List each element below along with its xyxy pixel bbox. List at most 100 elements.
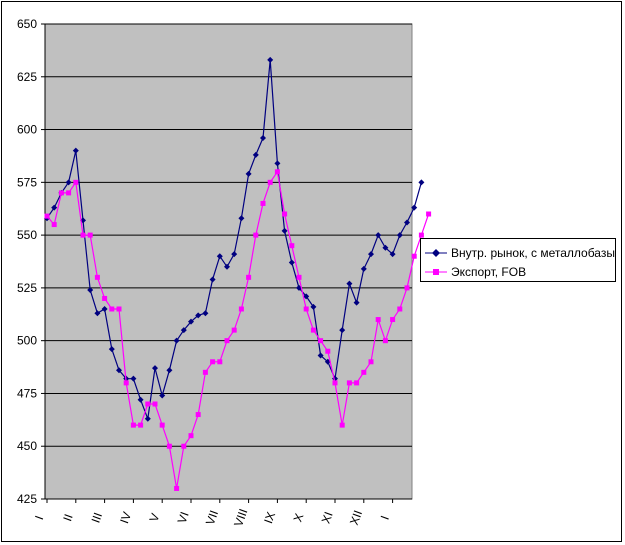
series-0-point-49: [396, 232, 403, 239]
series-0-point-52: [418, 179, 425, 186]
x-tick-label-5: VI: [175, 510, 192, 525]
series-1-point-15: [152, 401, 158, 407]
series-0-point-44: [360, 265, 367, 272]
series-1-point-38: [318, 338, 324, 344]
x-tick-label-11: XII: [347, 508, 365, 527]
x-tick-label-7: VIII: [231, 507, 250, 529]
series-1-point-27: [238, 306, 244, 312]
legend-entry-domestic: Внутр. рынок, с металлобазы: [421, 245, 615, 261]
series-1-point-31: [267, 179, 273, 185]
series-0-point-32: [274, 160, 281, 167]
series-1-point-4: [73, 179, 79, 185]
series-1-point-12: [130, 422, 136, 428]
series-0-point-23: [209, 276, 216, 283]
series-0-point-19: [180, 327, 187, 334]
series-1-point-39: [325, 348, 331, 354]
series-1-point-9: [109, 306, 115, 312]
x-tick-label-4: V: [146, 511, 162, 523]
series-0-point-14: [144, 415, 151, 422]
series-0-point-3: [65, 179, 72, 186]
series-0-point-48: [389, 251, 396, 258]
series-1-point-5: [80, 232, 86, 238]
series-0-point-8: [101, 306, 108, 312]
y-tick-label-500: 500: [17, 334, 37, 348]
series-0-point-42: [346, 280, 353, 287]
series-1-point-24: [217, 359, 223, 365]
series-1-point-23: [210, 359, 216, 365]
series-1-point-22: [202, 369, 208, 375]
series-1-point-34: [289, 243, 295, 249]
series-0-point-29: [252, 151, 259, 158]
series-0-point-46: [375, 232, 382, 239]
series-1-point-19: [181, 443, 187, 449]
series-1-point-3: [66, 190, 72, 196]
series-0-point-15: [152, 365, 158, 372]
series-0-point-4: [72, 147, 79, 154]
series-1-point-44: [361, 369, 367, 375]
legend-entry-export: Экспорт, FOB: [421, 264, 615, 280]
x-tick-label-1: II: [60, 512, 75, 523]
y-tick-label-525: 525: [17, 281, 37, 295]
series-0-point-18: [173, 337, 180, 344]
y-tick-label-475: 475: [17, 386, 37, 400]
series-1-point-16: [159, 422, 165, 428]
series-0-point-27: [238, 215, 245, 222]
x-tick-label-9: X: [290, 511, 306, 523]
series-1-point-43: [354, 380, 360, 386]
series-1-point-10: [116, 306, 122, 312]
y-tick-label-600: 600: [17, 123, 37, 137]
series-0-point-1: [51, 204, 58, 211]
series-1-point-7: [94, 274, 100, 280]
legend-label-export: Экспорт, FOB: [451, 265, 527, 279]
series-0-point-30: [260, 135, 266, 141]
series-1-point-33: [282, 211, 288, 217]
series-1-point-14: [145, 401, 151, 407]
series-0-point-51: [411, 204, 418, 211]
legend-label-domestic: Внутр. рынок, с металлобазы: [451, 246, 615, 260]
series-1-point-53: [426, 211, 432, 217]
series-0-point-6: [87, 287, 94, 293]
series-1-point-11: [123, 380, 129, 386]
x-tick-label-8: IX: [261, 510, 278, 525]
series-0-point-10: [116, 367, 122, 374]
x-tick-label-12: I: [378, 514, 392, 522]
series-1-point-6: [87, 232, 93, 238]
series-1-point-17: [166, 443, 172, 449]
series-1-point-46: [375, 317, 381, 323]
series-0-point-20: [188, 318, 194, 325]
series-0-point-22: [202, 310, 209, 317]
series-0-point-50: [404, 219, 410, 226]
series-1-point-41: [339, 422, 345, 428]
series-1-point-1: [51, 222, 57, 228]
series-0-point-9: [108, 346, 115, 353]
legend-swatch-export: [425, 269, 447, 275]
series-1-point-30: [260, 200, 266, 206]
series-1-point-45: [368, 359, 374, 365]
x-tick-label-10: XI: [319, 510, 336, 525]
y-tick-label-625: 625: [17, 70, 37, 84]
series-0-point-34: [288, 259, 295, 266]
series-1-point-32: [274, 169, 280, 175]
series-1-point-35: [296, 274, 302, 280]
series-0-point-33: [281, 227, 288, 234]
y-tick-label-425: 425: [17, 492, 37, 506]
series-1-point-26: [231, 327, 237, 333]
series-0-point-16: [159, 392, 166, 399]
series-0-point-45: [368, 251, 374, 258]
series-0-point-28: [245, 170, 252, 177]
series-0-point-38: [317, 352, 324, 359]
x-tick-label-3: IV: [117, 510, 134, 525]
series-1-point-8: [102, 295, 108, 301]
series-1-point-49: [397, 306, 403, 312]
series-1-point-0: [44, 213, 50, 219]
series-0-point-25: [224, 263, 230, 270]
legend-swatch-domestic: [425, 249, 447, 257]
series-1-point-51: [411, 253, 417, 259]
series-1-point-2: [58, 190, 64, 196]
y-tick-label-450: 450: [17, 439, 37, 453]
y-tick-label-550: 550: [17, 228, 37, 242]
series-1-point-20: [188, 433, 194, 439]
x-tick-label-2: III: [89, 511, 106, 525]
plot-area: [44, 23, 413, 500]
